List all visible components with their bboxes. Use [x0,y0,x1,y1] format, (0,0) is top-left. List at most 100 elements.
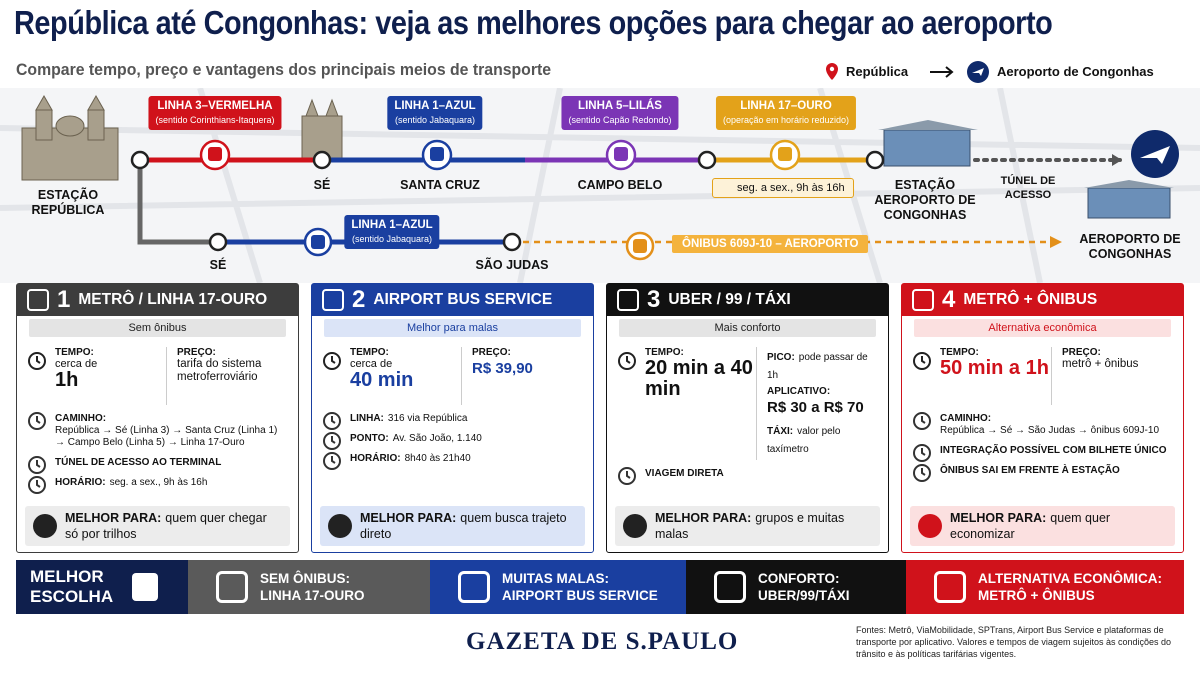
subtitle: Compare tempo, preço e vantagens dos pri… [16,60,552,79]
card-tag: Alternativa econômica [914,319,1171,337]
item-label: ÔNIBUS SAI EM FRENTE À ESTAÇÃO [940,465,1120,476]
train-icons [199,139,801,261]
summary-item: SEM ÔNIBUS: LINHA 17-OURO [188,560,430,614]
stat-pre: cerca de [350,358,393,370]
stat-text: metrô + ônibus [1062,358,1139,370]
item-text: República → Sé → São Judas → ônibus 609J… [940,425,1160,436]
line-name: LINHA 3–VERMELHA [157,100,273,112]
line-note: (operação em horário reduzido) [722,115,850,125]
icon [28,456,46,474]
stat-label: PREÇO: [472,347,511,358]
best-icon [33,514,57,538]
pin-icon [826,63,838,80]
stat-column: PREÇO: metrô + ônibus [1051,347,1173,405]
line-name: LINHA 1–AZUL [394,100,476,112]
stat: TÁXI: valor pelo taxímetro [767,421,878,457]
best-text: quem quer chegar só por trilhos [65,511,267,541]
summary-text: MUITAS MALAS: AIRPORT BUS SERVICE [502,570,658,604]
icon [618,352,636,370]
card-tag: Mais conforto [619,319,876,337]
best-text: quem quer economizar [950,511,1111,541]
bus-arrow [1050,236,1062,248]
best-text: quem busca trajeto direto [360,511,567,541]
summary-bar: MELHOR ESCOLHA SEM ÔNIBUS: LINHA 17-OURO MU… [16,560,1184,614]
summary-title: MELHOR ESCOLHA [30,567,114,606]
item: CAMINHO: República → Sé (Linha 3) → Santa… [27,412,288,449]
icon [323,352,341,370]
item: HORÁRIO: 8h40 às 21h40 [322,452,583,470]
stat-text: tarifa do sistema metroferroviário [177,358,262,383]
summary-icon [216,571,248,603]
icon [913,464,931,482]
stats: TEMPO: cerca de 1h PREÇO: tarifa do sistema … [27,347,288,405]
stats: TEMPO: cerca de 40 min PREÇO: R$ 39,90 [322,347,583,405]
summary-icon [934,571,966,603]
card-number: 2 [352,286,366,313]
tunnel-arrow [1112,154,1122,166]
icon [323,432,341,450]
stat-column: TEMPO: 50 min a 1h [912,347,1051,405]
card: 2 AIRPORT BUS SERVICE Melhor para malas TEM… [311,283,594,553]
stats: TEMPO: 20 min a 40 min PICO: pode passar de… [617,347,878,460]
summary-item: MUITAS MALAS: AIRPORT BUS SERVICE [430,560,686,614]
item-label: VIAGEM DIRETA [645,468,724,479]
stat-label: APLICATIVO: [767,386,831,397]
best: MELHOR PARA: quem busca trajeto direto [320,506,585,546]
train-glyphs [208,147,792,253]
card-header: 4 METRÔ + ÔNIBUS [902,284,1183,316]
line-label: LINHA 1–AZUL (sentido Jabaquara) [344,215,440,249]
station-label: ESTAÇÃO AEROPORTO DE CONGONHAS [874,178,976,222]
card-number: 1 [57,286,71,313]
sources: Fontes: Metrô, ViaMobilidade, SPTrans, A… [856,625,1172,659]
plane [1140,146,1170,164]
card-tag: Sem ônibus [29,319,286,337]
stat: TEMPO: cerca de 40 min [350,347,461,391]
stat: PREÇO: R$ 39,90 [472,347,583,379]
stat: PREÇO: tarifa do sistema metroferroviário [177,347,288,384]
best: MELHOR PARA: grupos e muitas malas [615,506,880,546]
item: PONTO: Av. São João, 1.140 [322,432,583,450]
stat-label: TEMPO: [940,347,979,358]
item-text: 316 via República [387,413,468,424]
stat-label: PREÇO: [177,347,216,358]
summary-label: SEM ÔNIBUS: [260,571,351,586]
summary-label: CONFORTO: [758,571,840,586]
summary-text: CONFORTO: UBER/99/TÁXI [758,570,850,604]
stat-text: valor pelo taxímetro [767,426,841,455]
item-label: PONTO: [350,433,389,444]
stat-column: PICO: pode passar de 1h APLICATIVO: R$ 30 a… [756,347,878,460]
station-label: SÃO JUDAS [475,258,549,272]
card-header: 3 UBER / 99 / TÁXI [607,284,888,316]
station-label: SANTA CRUZ [400,178,480,192]
best-label: MELHOR PARA: [360,511,457,525]
item-label: HORÁRIO: [55,477,106,488]
item-text: seg. a sex., 9h às 16h [109,477,208,488]
item: VIAGEM DIRETA [617,467,878,485]
best-text: grupos e muitas malas [655,511,845,541]
stat: TEMPO: cerca de 1h [55,347,166,391]
icon [28,352,46,370]
stat-label: TEMPO: [55,347,94,358]
line-note: (sentido Jabaquara) [394,115,476,125]
station-label: CAMPO BELO [577,178,663,192]
summary-icon [714,571,746,603]
bus-label: ÔNIBUS 609J-10 – AEROPORTO [672,235,869,253]
terminal [878,120,978,167]
card-header: 1 METRÔ / LINHA 17-OURO [17,284,298,316]
summary-text: ALTERNATIVA ECONÔMICA: METRÔ + ÔNIBUS [978,570,1162,604]
summary-value: METRÔ + ÔNIBUS [978,588,1095,603]
line-note: (sentido Capão Redondo) [568,115,672,125]
item-label: INTEGRAÇÃO POSSÍVEL COM BILHETE ÚNICO [940,445,1167,456]
best-label: MELHOR PARA: [65,511,162,525]
item: ÔNIBUS SAI EM FRENTE À ESTAÇÃO [912,464,1173,482]
summary-label: ALTERNATIVA ECONÔMICA: [978,571,1162,586]
stat-column: TEMPO: cerca de 1h [27,347,166,405]
best: MELHOR PARA: quem quer economizar [910,506,1175,546]
tunnel-label: TÚNEL DE ACESSO [1000,175,1056,201]
summary-text: SEM ÔNIBUS: LINHA 17-OURO [260,570,365,604]
best-icon [623,514,647,538]
stat-label: PREÇO: [1062,347,1101,358]
card-title: AIRPORT BUS SERVICE [373,291,553,308]
card: 3 UBER / 99 / TÁXI Mais conforto TEMPO: 20 m… [606,283,889,553]
